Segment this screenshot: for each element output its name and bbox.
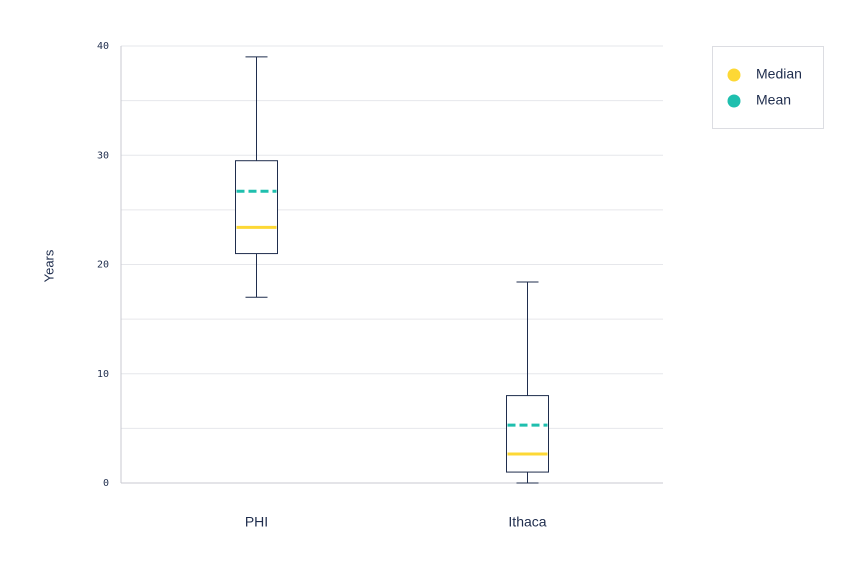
- box: [506, 395, 549, 473]
- y-tick-label: 20: [97, 260, 109, 271]
- legend-marker: [727, 94, 741, 108]
- y-tick-label: 0: [103, 478, 109, 489]
- x-tick-label: PHI: [245, 514, 268, 530]
- x-tick-label: Ithaca: [508, 514, 546, 530]
- legend-label: Median: [756, 66, 802, 82]
- legend-box: [712, 46, 824, 129]
- y-tick-label: 40: [97, 41, 109, 52]
- box: [235, 160, 278, 255]
- y-tick-label: 30: [97, 150, 109, 161]
- y-axis-label: Years: [41, 249, 56, 282]
- y-tick-label: 10: [97, 369, 109, 380]
- legend-label: Mean: [756, 92, 791, 108]
- legend-marker: [727, 68, 741, 82]
